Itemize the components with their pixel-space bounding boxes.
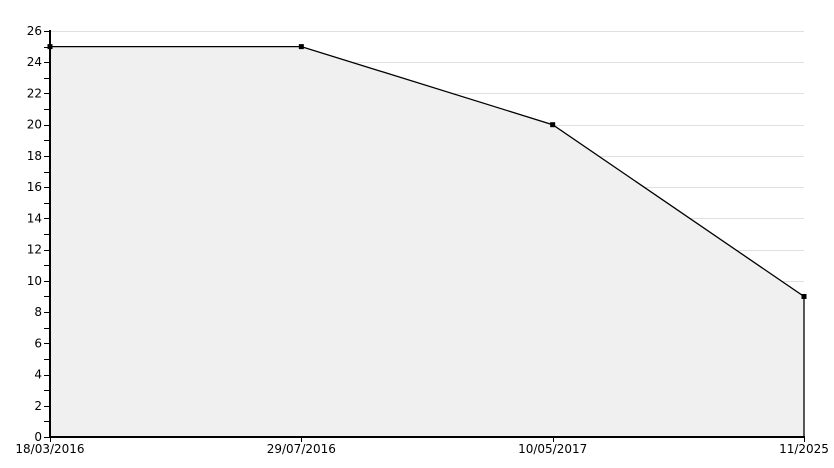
axes (49, 30, 805, 438)
y-tick-label: 12 (27, 243, 42, 257)
x-tick-label: 18/03/2016 (15, 442, 84, 456)
y-tick-label: 6 (34, 336, 42, 350)
x-ticks (50, 438, 805, 442)
x-tick-label: 29/07/2016 (267, 442, 336, 456)
x-tick-label: 10/05/2017 (518, 442, 587, 456)
data-point-marker (550, 122, 556, 128)
y-tick-label: 0 (34, 430, 42, 444)
data-point-marker (47, 44, 53, 50)
area-fill (49, 45, 805, 438)
y-tick-label: 10 (27, 274, 42, 288)
y-tick-label: 26 (27, 24, 42, 38)
data-point-marker (298, 44, 304, 50)
y-tick-label: 4 (34, 368, 42, 382)
y-ticks (44, 31, 49, 438)
y-tick-label: 20 (27, 118, 42, 132)
data-point-markers (47, 44, 807, 299)
x-tick-label: 11/2025 (779, 442, 829, 456)
y-tick-label: 24 (27, 55, 42, 69)
y-tick-label: 18 (27, 149, 42, 163)
y-tick-label: 2 (34, 399, 42, 413)
y-tick-label: 16 (27, 180, 42, 194)
x-tick-labels: 18/03/2016 29/07/2016 10/05/2017 11/2025 (15, 442, 829, 456)
y-tick-label: 8 (34, 305, 42, 319)
y-tick-label: 14 (27, 211, 42, 225)
data-point-marker (801, 293, 807, 299)
y-tick-label: 22 (27, 86, 42, 100)
